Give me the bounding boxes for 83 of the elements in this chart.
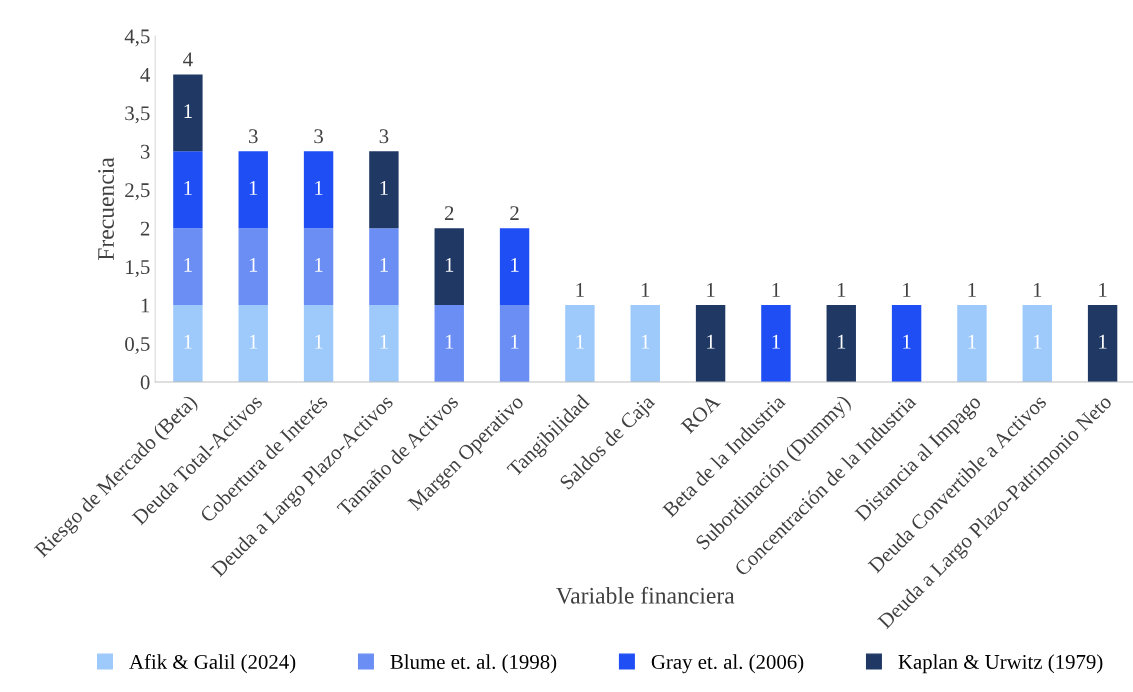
bar (565, 305, 595, 382)
y-tick-label: 3,5 (125, 106, 150, 124)
y-tick-label: 2 (140, 221, 150, 236)
bar (303, 228, 334, 306)
x-axis-title: Variable financiera (556, 586, 735, 604)
total-label: 1 (1033, 283, 1042, 297)
total-label: 4 (183, 52, 193, 67)
total-label: 1 (641, 283, 650, 297)
bar (499, 228, 530, 306)
total-label: 1 (772, 283, 780, 297)
data-label: 1 (511, 257, 519, 272)
legend-label: Kaplan & Urwitz (1979) (898, 654, 1103, 674)
data-label: 1 (249, 257, 258, 272)
data-label: 1 (576, 334, 584, 349)
data-label: 1 (315, 181, 323, 195)
bar (434, 305, 464, 382)
data-label: 1 (1033, 334, 1042, 349)
bar (695, 305, 726, 382)
data-label: 1 (707, 334, 715, 349)
bar (957, 305, 987, 382)
legend-label: Afik & Galil (2024) (129, 654, 296, 674)
data-label: 1 (968, 334, 976, 349)
total-label: 1 (837, 283, 846, 297)
y-tick-label: 1,5 (126, 260, 150, 278)
y-tick-label: 4,5 (124, 29, 150, 47)
y-tick-label: 4 (140, 67, 151, 82)
total-label: 2 (444, 206, 454, 220)
y-tick-label: 3 (140, 144, 150, 159)
data-label: 1 (380, 257, 388, 272)
data-label: 1 (772, 334, 780, 349)
bar (173, 74, 203, 152)
total-label: 1 (1099, 283, 1107, 297)
data-label: 1 (380, 334, 388, 349)
bar (891, 305, 922, 382)
bar (303, 151, 334, 229)
total-label: 1 (576, 283, 584, 297)
total-label: 3 (314, 129, 323, 144)
data-label: 1 (837, 334, 846, 349)
data-label: 1 (315, 334, 323, 349)
data-label: 1 (1099, 334, 1107, 349)
total-label: 2 (510, 206, 519, 220)
total-label: 1 (903, 283, 911, 297)
bar (369, 228, 399, 306)
bar (630, 305, 660, 382)
total-label: 3 (249, 129, 258, 144)
bar (173, 305, 203, 382)
data-label: 1 (249, 181, 258, 195)
y-tick-label: 2,5 (125, 183, 150, 201)
data-label: 1 (184, 181, 192, 195)
bar (238, 151, 268, 229)
data-label: 1 (903, 334, 911, 349)
bar (1087, 305, 1118, 382)
data-label: 1 (184, 104, 192, 118)
data-label: 1 (249, 334, 258, 349)
bar (238, 305, 268, 382)
total-label: 1 (707, 283, 715, 297)
bar (303, 305, 334, 382)
bar (761, 305, 791, 382)
data-label: 1 (445, 334, 454, 349)
data-label: 1 (315, 257, 323, 272)
bar (173, 151, 203, 229)
total-label: 3 (379, 129, 389, 144)
data-label: 1 (511, 334, 519, 349)
legend-label: Blume et. al. (1998) (390, 654, 557, 674)
bar (499, 305, 530, 382)
bar (369, 151, 399, 229)
data-label: 1 (445, 257, 454, 272)
bar (826, 305, 856, 382)
y-tick-label: 1 (141, 298, 150, 313)
data-label: 1 (380, 181, 388, 195)
total-label: 1 (968, 283, 976, 297)
bar (434, 228, 464, 306)
bar (238, 228, 268, 306)
bar (1022, 305, 1052, 382)
data-label: 1 (641, 334, 650, 349)
data-label: 1 (184, 334, 192, 349)
y-tick-label: 0 (140, 375, 150, 390)
legend-label: Gray et. al. (2006) (651, 654, 804, 674)
y-axis-title: Frecuencia (98, 157, 114, 261)
data-label: 1 (184, 257, 192, 272)
bar (369, 305, 399, 382)
y-tick-label: 0,5 (125, 336, 150, 354)
bar (173, 228, 203, 306)
